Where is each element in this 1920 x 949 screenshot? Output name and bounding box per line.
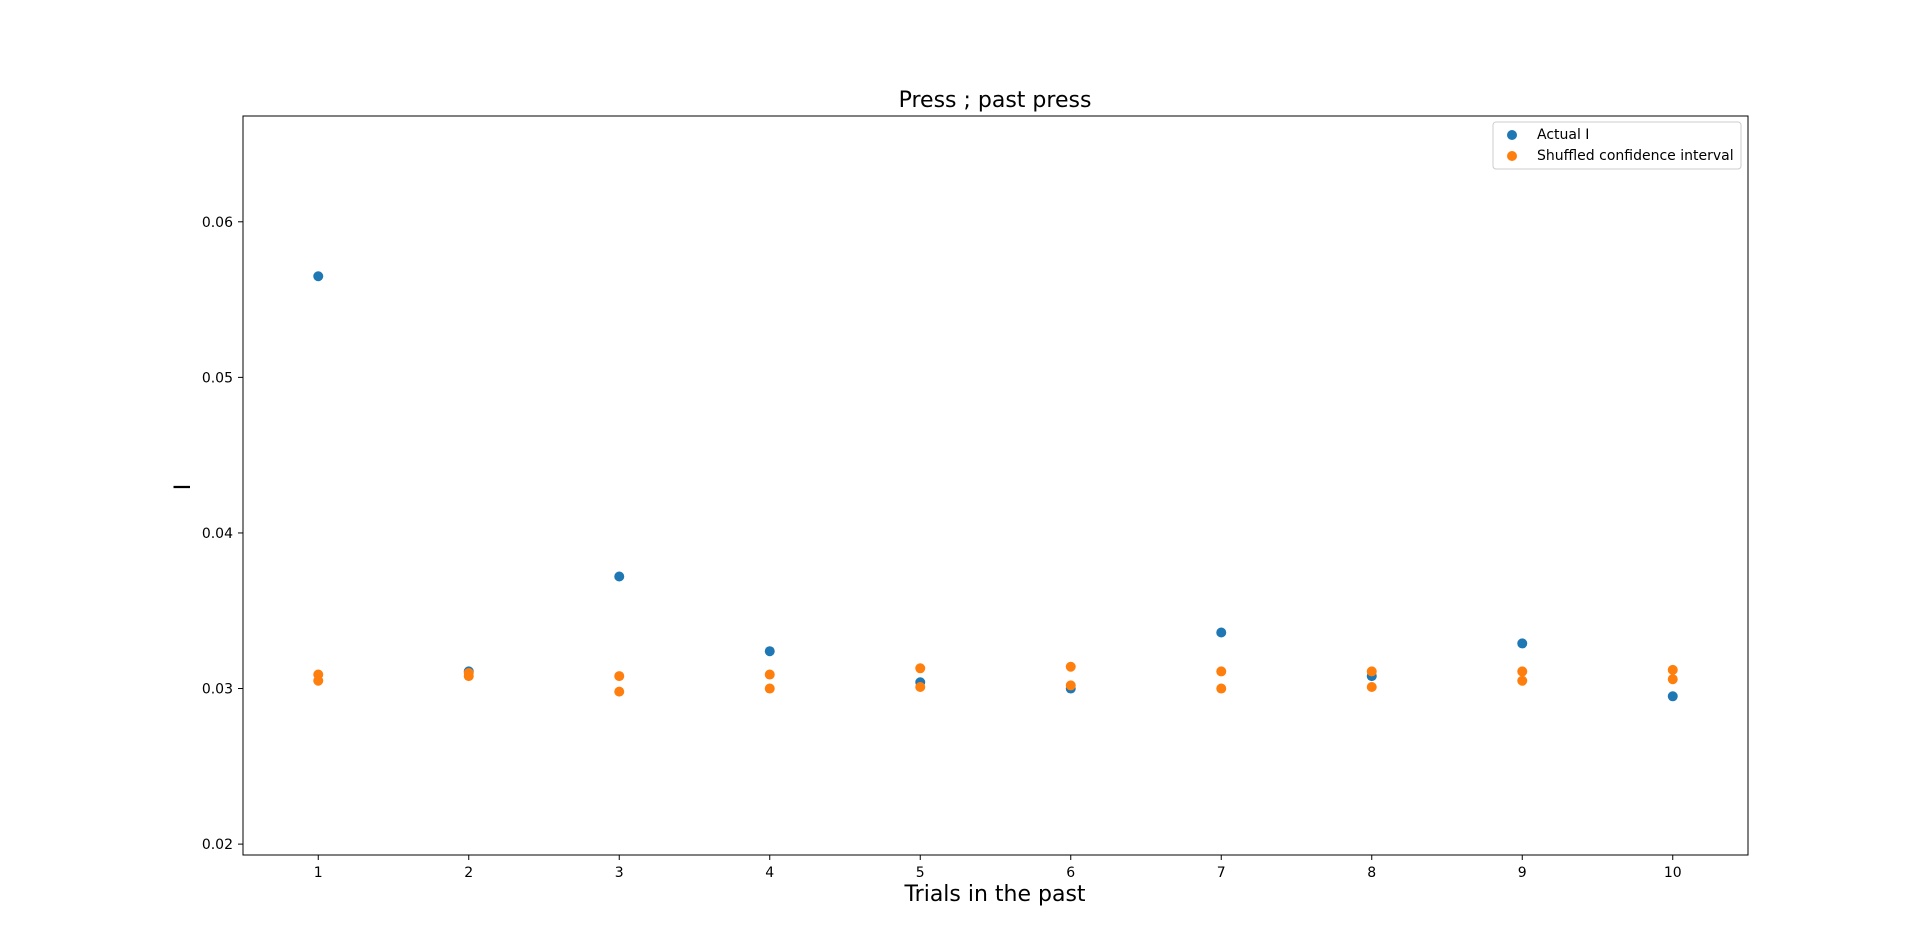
legend: Actual I Shuffled confidence interval [1492, 121, 1742, 170]
x-axis-ticks: 1 2 3 4 5 6 7 8 9 10 [314, 855, 1682, 881]
chart-title: Press ; past press [899, 88, 1092, 113]
y-tick-label: 0.04 [202, 526, 233, 542]
x-tick-label: 3 [615, 865, 624, 881]
legend-label-actual: Actual I [1537, 127, 1589, 143]
shuffled-point [1517, 675, 1528, 686]
x-tick-label: 1 [314, 865, 323, 881]
shuffled-point [764, 669, 775, 680]
y-tick-label: 0.02 [202, 837, 233, 853]
actual-point [614, 571, 625, 582]
shuffled-point [614, 686, 625, 697]
x-tick-label: 10 [1664, 865, 1682, 881]
x-tick-label: 5 [916, 865, 925, 881]
shuffled-point [1667, 674, 1678, 685]
actual-point [764, 646, 775, 657]
y-axis-label: I [171, 484, 196, 491]
shuffled-point [764, 683, 775, 694]
x-tick-label: 6 [1066, 865, 1075, 881]
shuffled-point [1216, 666, 1227, 677]
x-tick-label: 8 [1367, 865, 1376, 881]
actual-point [1667, 691, 1678, 702]
shuffled-point [1216, 683, 1227, 694]
legend-marker-actual [1507, 130, 1517, 140]
y-tick-label: 0.05 [202, 370, 233, 386]
shuffled-point [1667, 664, 1678, 675]
shuffled-point [915, 681, 926, 692]
actual-point [1216, 627, 1227, 638]
shuffled-point [1366, 666, 1377, 677]
legend-label-shuffled: Shuffled confidence interval [1537, 148, 1734, 164]
shuffled-point [1366, 681, 1377, 692]
legend-box [1492, 121, 1742, 170]
legend-marker-shuffled [1507, 151, 1517, 161]
y-tick-label: 0.06 [202, 215, 233, 231]
shuffled-point [1517, 666, 1528, 677]
shuffled-point [313, 669, 324, 680]
shuffled-point [1065, 661, 1076, 672]
y-tick-label: 0.03 [202, 682, 233, 698]
x-tick-label: 9 [1518, 865, 1527, 881]
x-tick-label: 2 [464, 865, 473, 881]
x-tick-label: 4 [765, 865, 774, 881]
shuffled-point [1065, 680, 1076, 691]
y-axis-ticks: 0.02 0.03 0.04 0.05 0.06 [202, 215, 243, 853]
actual-point [313, 271, 324, 282]
actual-point [1517, 638, 1528, 649]
shuffled-point [915, 663, 926, 674]
data-points [313, 271, 1678, 702]
plot-area [242, 115, 1749, 856]
shuffled-point [463, 667, 474, 678]
x-tick-label: 7 [1217, 865, 1226, 881]
x-axis-label: Trials in the past [903, 882, 1085, 907]
shuffled-point [614, 671, 625, 682]
